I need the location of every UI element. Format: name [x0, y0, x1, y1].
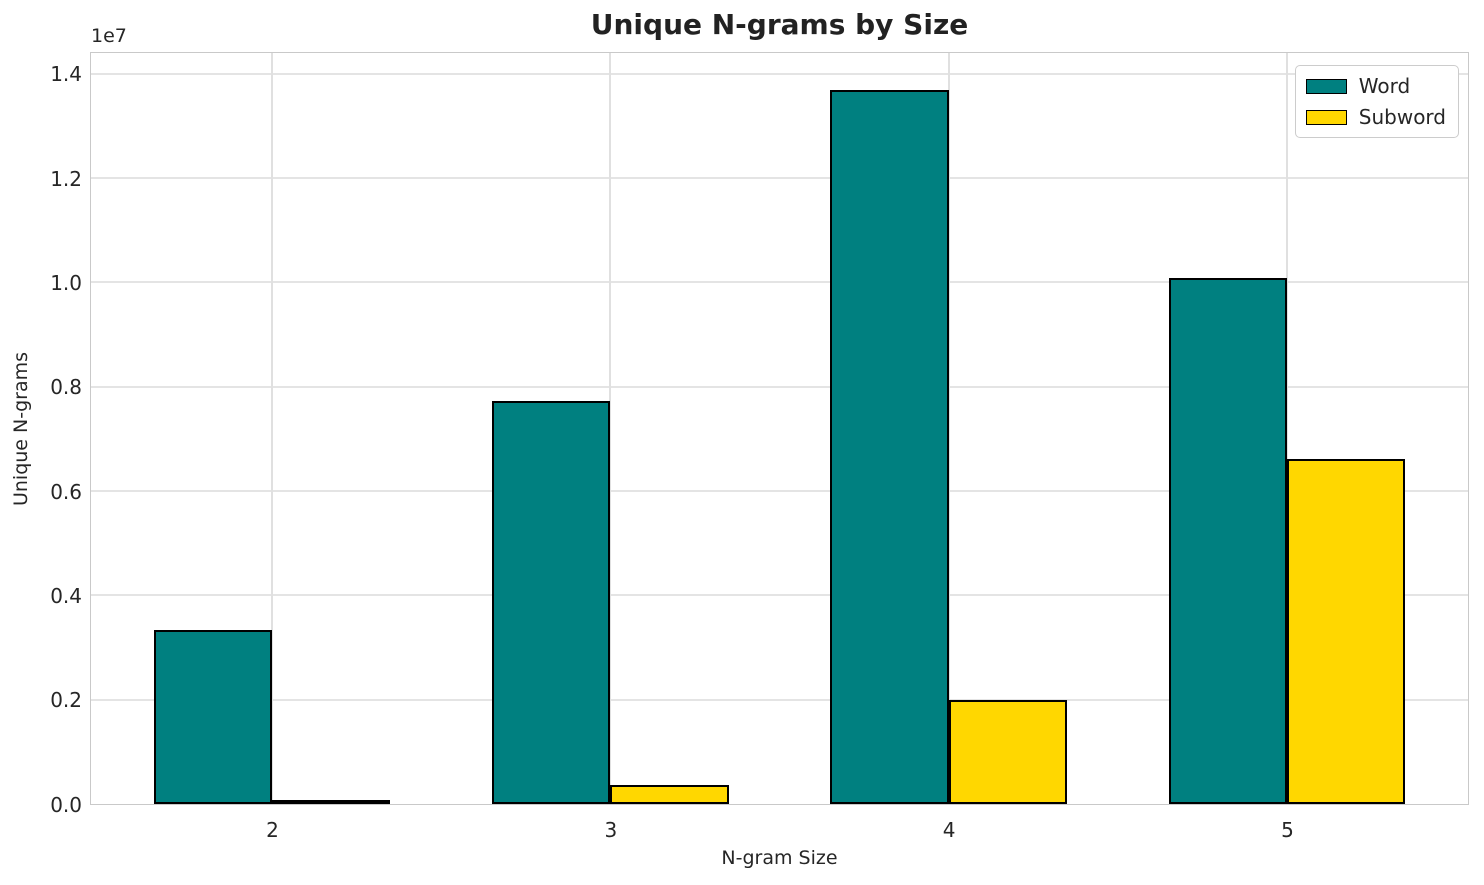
y-tick-label: 1.0 — [50, 270, 82, 295]
legend: Word Subword — [1294, 65, 1459, 138]
v-gridline — [947, 53, 950, 804]
legend-swatch-subword — [1305, 109, 1347, 125]
bar-subword-ngram-5 — [1286, 458, 1406, 804]
bar-word-ngram-4 — [830, 89, 949, 804]
h-gridline — [91, 490, 1468, 493]
legend-row-subword: Subword — [1305, 105, 1446, 129]
h-gridline — [91, 72, 1468, 75]
bar-word-ngram-2 — [153, 629, 272, 804]
y-tick-label: 1.4 — [50, 62, 82, 87]
legend-row-word: Word — [1305, 74, 1446, 98]
h-gridline — [91, 281, 1468, 284]
h-gridline — [91, 698, 1468, 701]
legend-swatch-word — [1305, 78, 1347, 94]
plot-area: Word Subword — [90, 52, 1469, 805]
bar-subword-ngram-2 — [272, 800, 391, 804]
y-axis-offset-label: 1e7 — [91, 25, 127, 47]
y-tick-label: 1.2 — [50, 166, 82, 191]
y-tick-label: 0.0 — [50, 792, 82, 817]
bar-subword-ngram-4 — [948, 699, 1068, 804]
y-axis-label: Unique N-grams — [10, 351, 32, 507]
x-axis-label: N-gram Size — [721, 847, 838, 869]
legend-label: Word — [1358, 74, 1411, 98]
h-gridline — [91, 594, 1468, 597]
v-gridline — [271, 53, 273, 804]
x-tick-label: 3 — [604, 818, 618, 842]
h-gridline — [91, 177, 1468, 180]
legend-label: Subword — [1358, 105, 1446, 129]
y-tick-label: 0.6 — [50, 479, 82, 504]
y-tick-label: 0.4 — [50, 583, 82, 608]
bar-subword-ngram-3 — [610, 785, 729, 804]
x-tick-label: 5 — [1281, 818, 1294, 842]
h-gridline — [91, 385, 1468, 388]
x-tick-label: 4 — [942, 818, 956, 842]
chart-title: Unique N-grams by Size — [590, 8, 969, 41]
bar-word-ngram-5 — [1168, 278, 1287, 804]
y-tick-label: 0.8 — [50, 375, 82, 400]
v-gridline — [1285, 53, 1288, 804]
bar-word-ngram-3 — [491, 400, 611, 804]
x-tick-label: 2 — [266, 818, 279, 842]
y-tick-label: 0.2 — [50, 688, 82, 713]
v-gridline — [609, 53, 612, 804]
